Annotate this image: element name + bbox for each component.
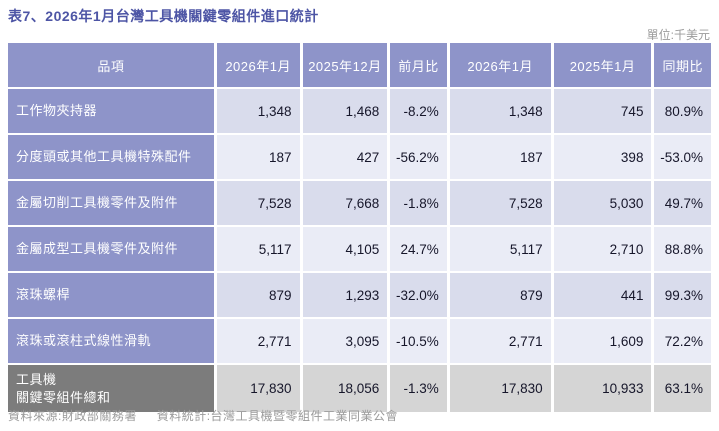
value-cell: 2,710 — [553, 227, 652, 271]
value-cell: 1,348 — [449, 89, 551, 133]
total-row-label: 工具機 關鍵零組件總和 — [8, 365, 214, 412]
table-row: 分度頭或其他工具機特殊配件 187 427 -56.2% 187 398 -53… — [8, 135, 711, 179]
value-cell: 5,117 — [216, 227, 300, 271]
pct-cell: 80.9% — [654, 89, 711, 133]
value-cell: 745 — [553, 89, 652, 133]
value-cell: 17,830 — [216, 365, 300, 412]
row-label: 工作物夾持器 — [8, 89, 214, 133]
column-header-2025-01: 2025年1月 — [553, 43, 652, 87]
table-row: 工作物夾持器 1,348 1,468 -8.2% 1,348 745 80.9% — [8, 89, 711, 133]
value-cell: 7,668 — [302, 181, 388, 225]
value-cell: 2,771 — [449, 319, 551, 363]
value-cell: 187 — [216, 135, 300, 179]
pct-cell: -8.2% — [390, 89, 447, 133]
column-header-2026-01: 2026年1月 — [216, 43, 300, 87]
pct-cell: -1.8% — [390, 181, 447, 225]
value-cell: 3,095 — [302, 319, 388, 363]
pct-cell: 99.3% — [654, 273, 711, 317]
row-label: 金屬成型工具機零件及附件 — [8, 227, 214, 271]
pct-cell: 88.8% — [654, 227, 711, 271]
value-cell: 187 — [449, 135, 551, 179]
value-cell: 18,056 — [302, 365, 388, 412]
value-cell: 1,293 — [302, 273, 388, 317]
value-cell: 10,933 — [553, 365, 652, 412]
value-cell: 879 — [449, 273, 551, 317]
column-header-2026-01-cum: 2026年1月 — [449, 43, 551, 87]
value-cell: 7,528 — [216, 181, 300, 225]
stats-note: 資料統計:台灣工具機暨零組件工業同業公會 — [156, 409, 399, 423]
value-cell: 17,830 — [449, 365, 551, 412]
table-row: 滾珠或滾柱式線性滑軌 2,771 3,095 -10.5% 2,771 1,60… — [8, 319, 711, 363]
pct-cell: -1.3% — [390, 365, 447, 412]
pct-cell: -10.5% — [390, 319, 447, 363]
source-note: 資料來源:財政部關務署 — [8, 409, 137, 423]
header-row: 品項 2026年1月 2025年12月 前月比 2026年1月 2025年1月 … — [8, 43, 711, 87]
value-cell: 879 — [216, 273, 300, 317]
column-header-2025-12: 2025年12月 — [302, 43, 388, 87]
value-cell: 441 — [553, 273, 652, 317]
value-cell: 5,117 — [449, 227, 551, 271]
value-cell: 2,771 — [216, 319, 300, 363]
value-cell: 427 — [302, 135, 388, 179]
value-cell: 5,030 — [553, 181, 652, 225]
pct-cell: -56.2% — [390, 135, 447, 179]
pct-cell: -32.0% — [390, 273, 447, 317]
row-label: 分度頭或其他工具機特殊配件 — [8, 135, 214, 179]
pct-cell: 63.1% — [654, 365, 711, 412]
pct-cell: 24.7% — [390, 227, 447, 271]
pct-cell: 49.7% — [654, 181, 711, 225]
column-header-item: 品項 — [8, 43, 214, 87]
value-cell: 398 — [553, 135, 652, 179]
row-label: 金屬切削工具機零件及附件 — [8, 181, 214, 225]
value-cell: 1,468 — [302, 89, 388, 133]
pct-cell: -53.0% — [654, 135, 711, 179]
column-header-yoy: 同期比 — [654, 43, 711, 87]
value-cell: 1,609 — [553, 319, 652, 363]
table-title: 表7、2026年1月台灣工具機關鍵零組件進口統計 — [8, 8, 319, 24]
unit-label: 單位:千美元 — [646, 28, 710, 42]
row-label: 滾珠或滾柱式線性滑軌 — [8, 319, 214, 363]
pct-cell: 72.2% — [654, 319, 711, 363]
table-row: 金屬切削工具機零件及附件 7,528 7,668 -1.8% 7,528 5,0… — [8, 181, 711, 225]
column-header-mom: 前月比 — [390, 43, 447, 87]
table-row: 滾珠螺桿 879 1,293 -32.0% 879 441 99.3% — [8, 273, 711, 317]
import-statistics-table: 品項 2026年1月 2025年12月 前月比 2026年1月 2025年1月 … — [5, 41, 714, 414]
total-row: 工具機 關鍵零組件總和 17,830 18,056 -1.3% 17,830 1… — [8, 365, 711, 412]
footer-note: 資料來源:財政部關務署 資料統計:台灣工具機暨零組件工業同業公會 — [8, 407, 398, 424]
value-cell: 7,528 — [449, 181, 551, 225]
value-cell: 1,348 — [216, 89, 300, 133]
value-cell: 4,105 — [302, 227, 388, 271]
table-row: 金屬成型工具機零件及附件 5,117 4,105 24.7% 5,117 2,7… — [8, 227, 711, 271]
row-label: 滾珠螺桿 — [8, 273, 214, 317]
